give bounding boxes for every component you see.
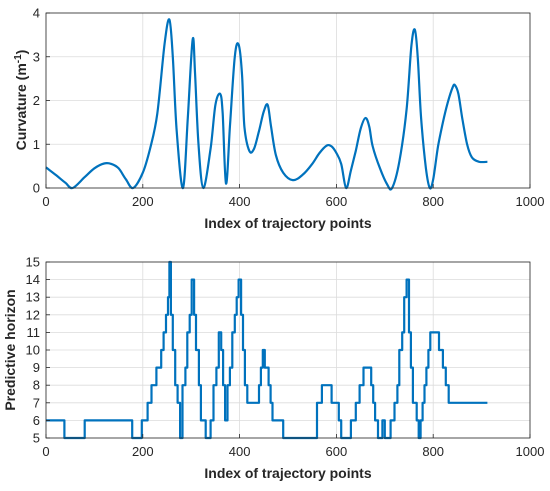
tick-labels: 0 200 400 600 800 1000 5 6 7 8 9 10 11 12 13 14 15: [26, 255, 545, 460]
x-tick-label: 400: [229, 194, 251, 209]
y-tick-label: 11: [27, 325, 41, 340]
y-tick-label: 12: [26, 307, 40, 322]
x-tick-label: 400: [229, 444, 251, 459]
x-tick-label: 1000: [516, 194, 545, 209]
x-tick-label: 0: [42, 444, 49, 459]
x-tick-label: 0: [42, 194, 49, 209]
y-tick-label: 2: [33, 93, 40, 108]
x-tick-label: 200: [132, 444, 154, 459]
series-line-group: [45, 18, 488, 191]
x-tick-label: 600: [326, 194, 348, 209]
series-line: [45, 18, 488, 191]
y-tick-label: 0: [33, 181, 40, 196]
x-axis-label: Index of trajectory points: [204, 465, 371, 481]
x-axis-label: Index of trajectory points: [204, 215, 371, 231]
y-tick-label: 3: [33, 49, 40, 64]
x-tick-label: 1000: [516, 444, 545, 459]
y-tick-label: 6: [33, 413, 40, 428]
predictive-horizon-chart: 0 200 400 600 800 1000 5 6 7 8 9 10 11 12 13 14 15 Index…: [2, 255, 544, 482]
series-line-group: [46, 260, 488, 440]
y-tick-label: 13: [26, 290, 40, 305]
y-axis-label: Curvature (m-1): [13, 50, 30, 151]
y-tick-label: 1: [33, 137, 40, 152]
curvature-chart: 0 200 400 600 800 1000 0 1 2 3 4 Index of trajecto…: [13, 6, 545, 232]
y-tick-label: 8: [33, 378, 40, 393]
y-tick-label: 5: [33, 431, 40, 446]
x-tick-label: 200: [132, 194, 154, 209]
x-tick-label: 800: [422, 194, 444, 209]
y-tick-label: 10: [26, 343, 40, 358]
x-tick-label: 800: [422, 444, 444, 459]
series-line: [46, 260, 488, 440]
y-tick-label: 9: [33, 360, 40, 375]
y-tick-label: 4: [33, 6, 40, 21]
y-tick-label: 14: [26, 272, 40, 287]
x-tick-label: 600: [326, 444, 348, 459]
y-tick-label: 7: [33, 395, 40, 410]
tick-labels: 0 200 400 600 800 1000 0 1 2 3 4: [33, 6, 545, 210]
y-axis-label: Predictive horizon: [2, 289, 18, 410]
y-tick-label: 15: [26, 255, 40, 270]
